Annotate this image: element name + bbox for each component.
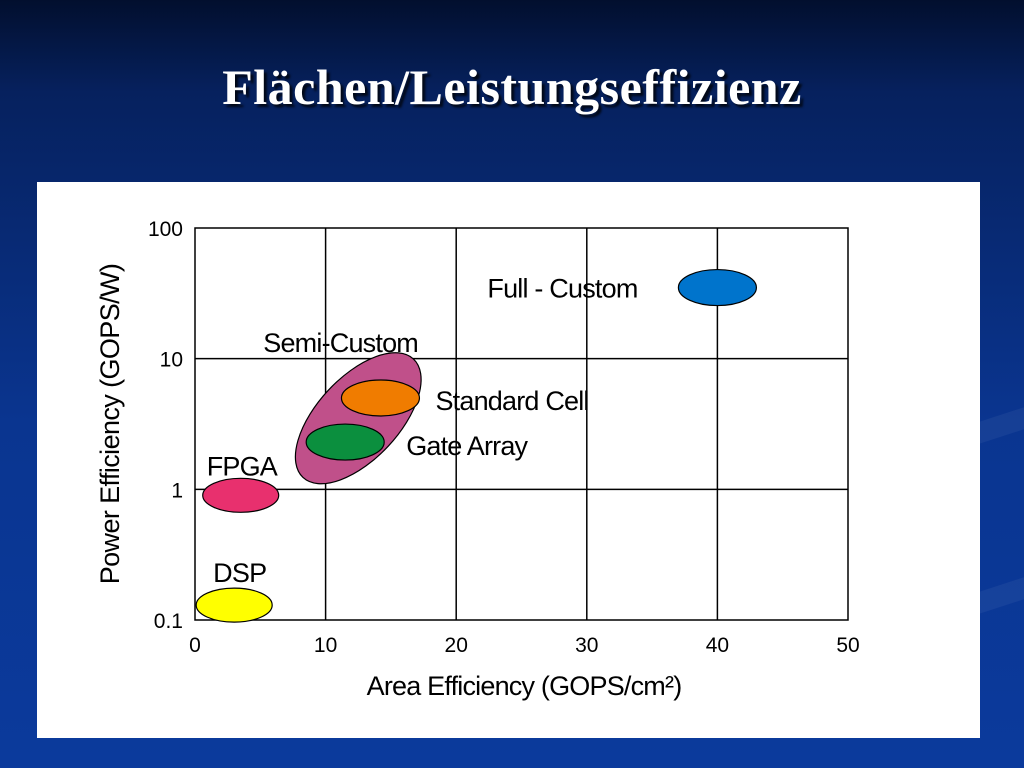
efficiency-chart: 0 10 20 30 40 50 0.1 1 10 100 Full - Custom Semi-Cu… bbox=[95, 218, 860, 701]
series-label: FPGA bbox=[207, 451, 278, 481]
y-axis-label: Power Efficiency (GOPS/W) bbox=[95, 264, 125, 585]
x-tick-label: 40 bbox=[706, 634, 729, 657]
region-fpga bbox=[202, 477, 280, 513]
x-tick-label: 10 bbox=[314, 634, 337, 657]
x-tick-label: 0 bbox=[189, 634, 201, 657]
series-label: Standard Cell bbox=[435, 386, 588, 416]
y-tick-label: 1 bbox=[171, 479, 183, 502]
region-gate-array bbox=[305, 423, 385, 461]
region-standard-cell bbox=[340, 379, 421, 417]
x-axis-label: Area Efficiency (GOPS/cm²) bbox=[367, 671, 682, 701]
x-tick-label: 50 bbox=[836, 634, 859, 657]
series-label: DSP bbox=[213, 558, 266, 588]
series-label: Gate Array bbox=[406, 431, 528, 461]
y-tick-label: 100 bbox=[148, 218, 183, 241]
plot-frame bbox=[194, 227, 849, 621]
x-tick-label: 30 bbox=[575, 634, 598, 657]
series-label: Full - Custom bbox=[487, 274, 637, 304]
region-dsp bbox=[195, 587, 273, 623]
series-label: Semi-Custom bbox=[263, 328, 418, 358]
x-tick-label: 20 bbox=[445, 634, 468, 657]
y-tick-label: 10 bbox=[160, 349, 183, 372]
slide-title: Flächen/Leistungseffizienz bbox=[222, 59, 802, 115]
y-tick-label: 0.1 bbox=[154, 610, 183, 633]
region-full-custom bbox=[677, 268, 758, 307]
chart-panel bbox=[37, 182, 980, 738]
